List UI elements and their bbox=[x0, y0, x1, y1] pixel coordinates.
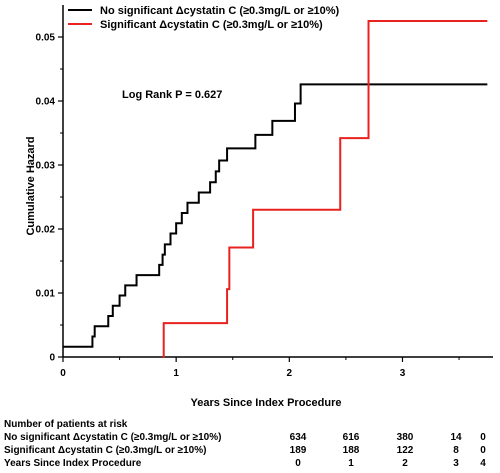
risk-cell: 188 bbox=[342, 445, 360, 456]
legend: No significant Δcystatin C (≥0.3mg/L or … bbox=[68, 5, 340, 31]
risk-cell: 0 bbox=[480, 445, 486, 456]
legend-label-1: Significant Δcystatin C (≥0.3mg/L or ≥10… bbox=[100, 19, 323, 31]
risk-cell: 2 bbox=[402, 458, 408, 469]
series-line-1 bbox=[162, 20, 488, 358]
y-tick-label: 0 bbox=[49, 353, 55, 364]
risk-cell: 8 bbox=[453, 445, 459, 456]
risk-cell: 4 bbox=[480, 458, 486, 469]
axes: 0 0.01 0.02 0.03 0.04 0.05 0 1 2 3 bbox=[36, 5, 493, 379]
x-axis-label: Years Since Index Procedure bbox=[190, 397, 341, 409]
risk-cell: 1 bbox=[348, 458, 354, 469]
annotation-logrank: Log Rank P = 0.627 bbox=[122, 89, 222, 101]
legend-label-0: No significant Δcystatin C (≥0.3mg/L or … bbox=[100, 5, 340, 17]
y-axis-label: Cumulative Hazard bbox=[25, 136, 37, 235]
risk-table-title: Number of patients at risk bbox=[4, 419, 128, 430]
series-layer bbox=[63, 20, 488, 358]
risk-cell: 616 bbox=[342, 432, 360, 443]
y-tick-label: 0.05 bbox=[36, 33, 56, 44]
risk-cell: 122 bbox=[396, 445, 414, 456]
risk-row-label: Significant Δcystatin C (≥0.3mg/L or ≥10… bbox=[4, 445, 207, 456]
y-tick-label: 0.04 bbox=[36, 97, 56, 108]
y-tick-label: 0.01 bbox=[36, 289, 56, 300]
x-tick-label: 1 bbox=[173, 368, 179, 379]
risk-cell: 380 bbox=[396, 432, 414, 443]
risk-cell: 3 bbox=[453, 458, 459, 469]
x-tick-label: 3 bbox=[400, 368, 406, 379]
y-tick-label: 0.02 bbox=[36, 225, 56, 236]
series-line-0 bbox=[63, 83, 488, 348]
risk-cell: 634 bbox=[289, 432, 307, 443]
risk-cell: 14 bbox=[450, 432, 462, 443]
km-chart: 0 0.01 0.02 0.03 0.04 0.05 0 1 2 3 Cumulative Haz… bbox=[25, 5, 493, 409]
y-tick-label: 0.03 bbox=[36, 161, 56, 172]
risk-cell: 0 bbox=[480, 432, 486, 443]
risk-cell: 0 bbox=[295, 458, 301, 469]
risk-cell: 189 bbox=[289, 445, 307, 456]
x-tick-label: 2 bbox=[287, 368, 293, 379]
risk-row-label: Years Since Index Procedure bbox=[4, 458, 142, 469]
risk-row-label: No significant Δcystatin C (≥0.3mg/L or … bbox=[4, 432, 222, 443]
x-tick-label: 0 bbox=[60, 368, 66, 379]
